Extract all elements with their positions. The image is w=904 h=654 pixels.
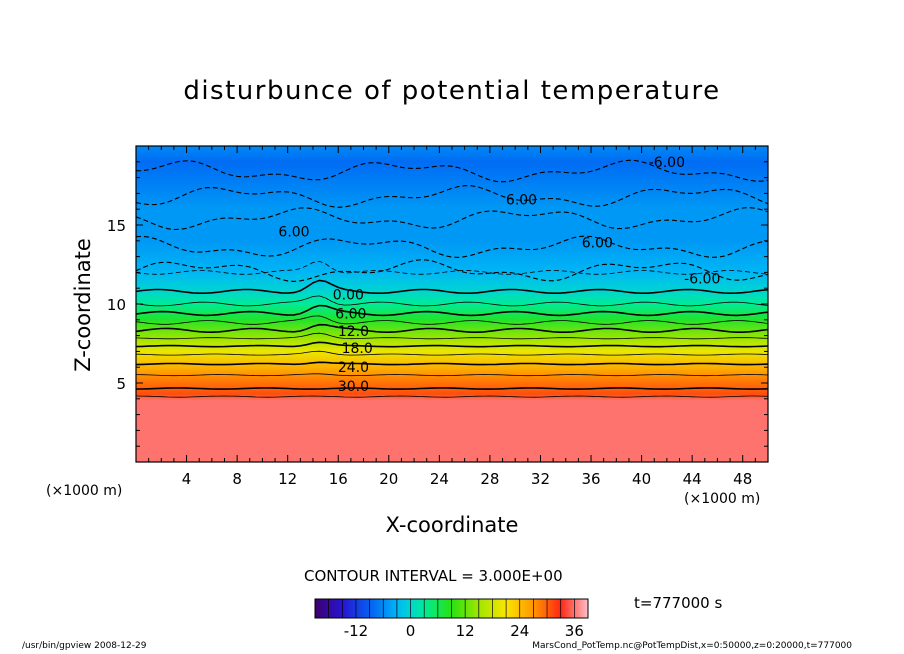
- contour-line: [135, 387, 769, 390]
- contour-line: [135, 315, 769, 325]
- x-tick-label: 20: [379, 470, 398, 488]
- contour-line: [135, 279, 769, 295]
- contour-line: [135, 323, 769, 334]
- x-tick-label: 8: [232, 470, 242, 488]
- x-tick-label: 44: [683, 470, 702, 488]
- contour-line: [135, 159, 769, 183]
- x-tick-label: 16: [329, 470, 348, 488]
- contour-line: [135, 235, 769, 258]
- x-tick-label: 12: [278, 470, 297, 488]
- x-axis-label: X-coordinate: [385, 513, 519, 537]
- colorbar-tick-label: -12: [344, 622, 369, 640]
- contour-line: [135, 304, 769, 317]
- colorbar-tick-label: 0: [406, 622, 416, 640]
- contour-labels: -6.00 6.00 6.00 6.00 -6.00 0.00 6.00 12.018.0 24…: [278, 155, 720, 395]
- contour-line: [135, 373, 769, 377]
- x-unit-label-right: (×1000 m): [684, 491, 761, 507]
- contour-line: [135, 395, 769, 398]
- x-tick-label: 24: [430, 470, 449, 488]
- contour-line: [135, 260, 769, 275]
- footer-data-source: MarsCond_PotTemp.nc@PotTempDist,x=0:5000…: [532, 641, 852, 651]
- x-tick-label: 48: [733, 470, 752, 488]
- contour-interval-label: CONTOUR INTERVAL = 3.000E+00: [304, 567, 563, 585]
- y-tick-label: 15: [107, 217, 126, 235]
- y-tick-label: 10: [107, 296, 126, 314]
- field-fill: [136, 146, 768, 462]
- x-tick-label: 40: [632, 470, 651, 488]
- contour-label: -6.00: [649, 155, 685, 171]
- contour-line: [135, 295, 769, 307]
- y-tick-label: 5: [116, 375, 126, 393]
- contour-label: 6.00: [335, 306, 366, 322]
- contour-label: 6.00: [278, 224, 309, 240]
- contour-line: [135, 350, 769, 356]
- y-ticks: 5 10 15: [107, 161, 768, 447]
- contour-line: [135, 332, 769, 340]
- time-label: t=777000 s: [634, 594, 723, 612]
- contour-line: [135, 341, 769, 348]
- x-unit-label-left: (×1000 m): [46, 483, 123, 499]
- contour-line: [135, 259, 769, 282]
- footer-program-date: /usr/bin/gpview 2008-12-29: [22, 641, 147, 651]
- contour-lines: [135, 159, 769, 398]
- x-tick-label: 4: [182, 470, 192, 488]
- colorbar-tick-label: 36: [565, 622, 584, 640]
- x-tick-label: 32: [531, 470, 550, 488]
- colorbar: -12 0 12 24 36: [314, 598, 589, 640]
- chart-title: disturbunce of potential temperature: [183, 76, 721, 106]
- colorbar-frame: [314, 598, 589, 619]
- x-tick-label: 28: [480, 470, 499, 488]
- contour-label: 6.00: [506, 193, 537, 209]
- contour-label: 18.0: [342, 341, 373, 357]
- contour-label: 0.00: [333, 288, 364, 304]
- contour-label: 12.0: [338, 324, 369, 340]
- contour-label: 30.0: [338, 379, 369, 395]
- contour-label: 24.0: [338, 360, 369, 376]
- contour-line: [135, 361, 769, 366]
- x-ticks: 4 8 12 16 20 24 28 32 36 40 44 48: [148, 146, 756, 488]
- contour-label: -6.00: [684, 272, 720, 288]
- colorbar-tick-label: 24: [510, 622, 529, 640]
- x-tick-label: 36: [581, 470, 600, 488]
- colorbar-tick-label: 12: [456, 622, 475, 640]
- plot-area: -6.00 6.00 6.00 6.00 -6.00 0.00 6.00 12.018.0 24…: [135, 145, 769, 463]
- contour-label: 6.00: [582, 235, 613, 251]
